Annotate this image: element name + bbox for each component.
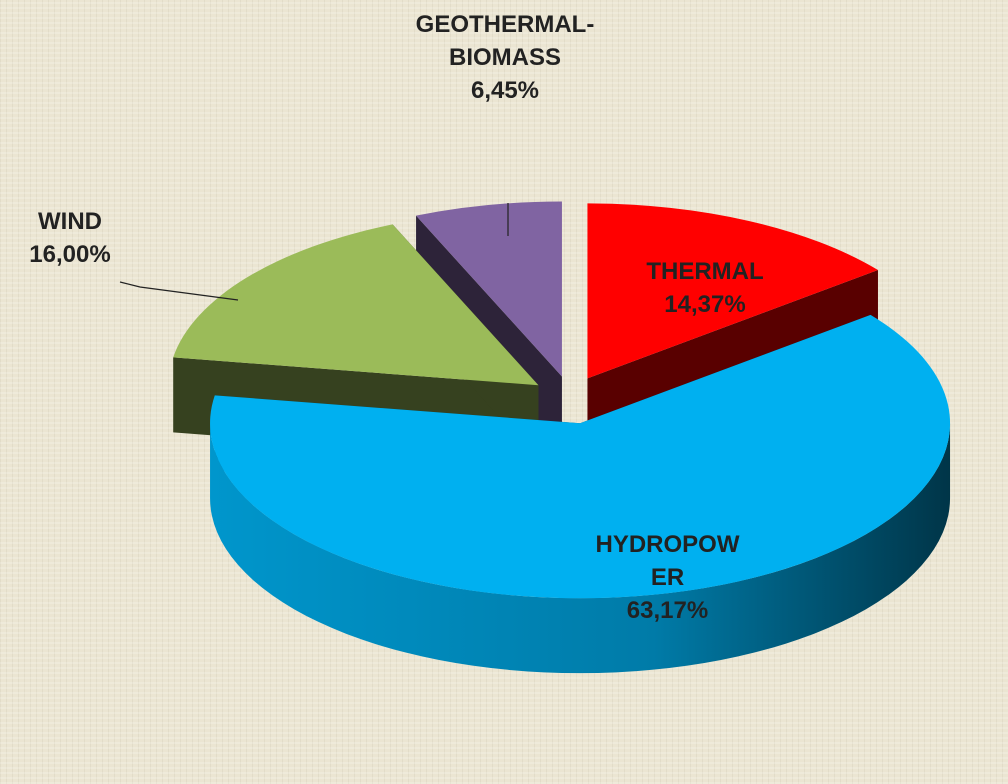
value-label: 16,00% bbox=[29, 241, 111, 268]
data-label: HYDROPOWER 63,17% bbox=[555, 528, 780, 627]
category-label: THERMAL bbox=[646, 258, 764, 285]
slice-top bbox=[416, 201, 562, 377]
value-label: 14,37% bbox=[664, 291, 746, 318]
value-label: 63,17% bbox=[626, 597, 709, 624]
leader-line bbox=[119, 281, 239, 301]
category-label: WIND bbox=[38, 208, 102, 235]
slices bbox=[173, 201, 951, 674]
slice-side bbox=[210, 423, 951, 674]
data-label: GEOTHERMAL-BIOMASS 6,45% bbox=[360, 8, 650, 107]
data-label: THERMAL 14,37% bbox=[620, 255, 790, 321]
slice-top bbox=[210, 314, 951, 599]
slice-top bbox=[173, 224, 539, 386]
slice bbox=[210, 314, 951, 674]
category-label: GEOTHERMAL-BIOMASS bbox=[415, 11, 595, 71]
value-label: 6,45% bbox=[470, 77, 540, 104]
data-label: WIND 16,00% bbox=[0, 205, 140, 271]
category-label: HYDROPOWER bbox=[595, 531, 740, 591]
slice-top bbox=[587, 203, 878, 379]
